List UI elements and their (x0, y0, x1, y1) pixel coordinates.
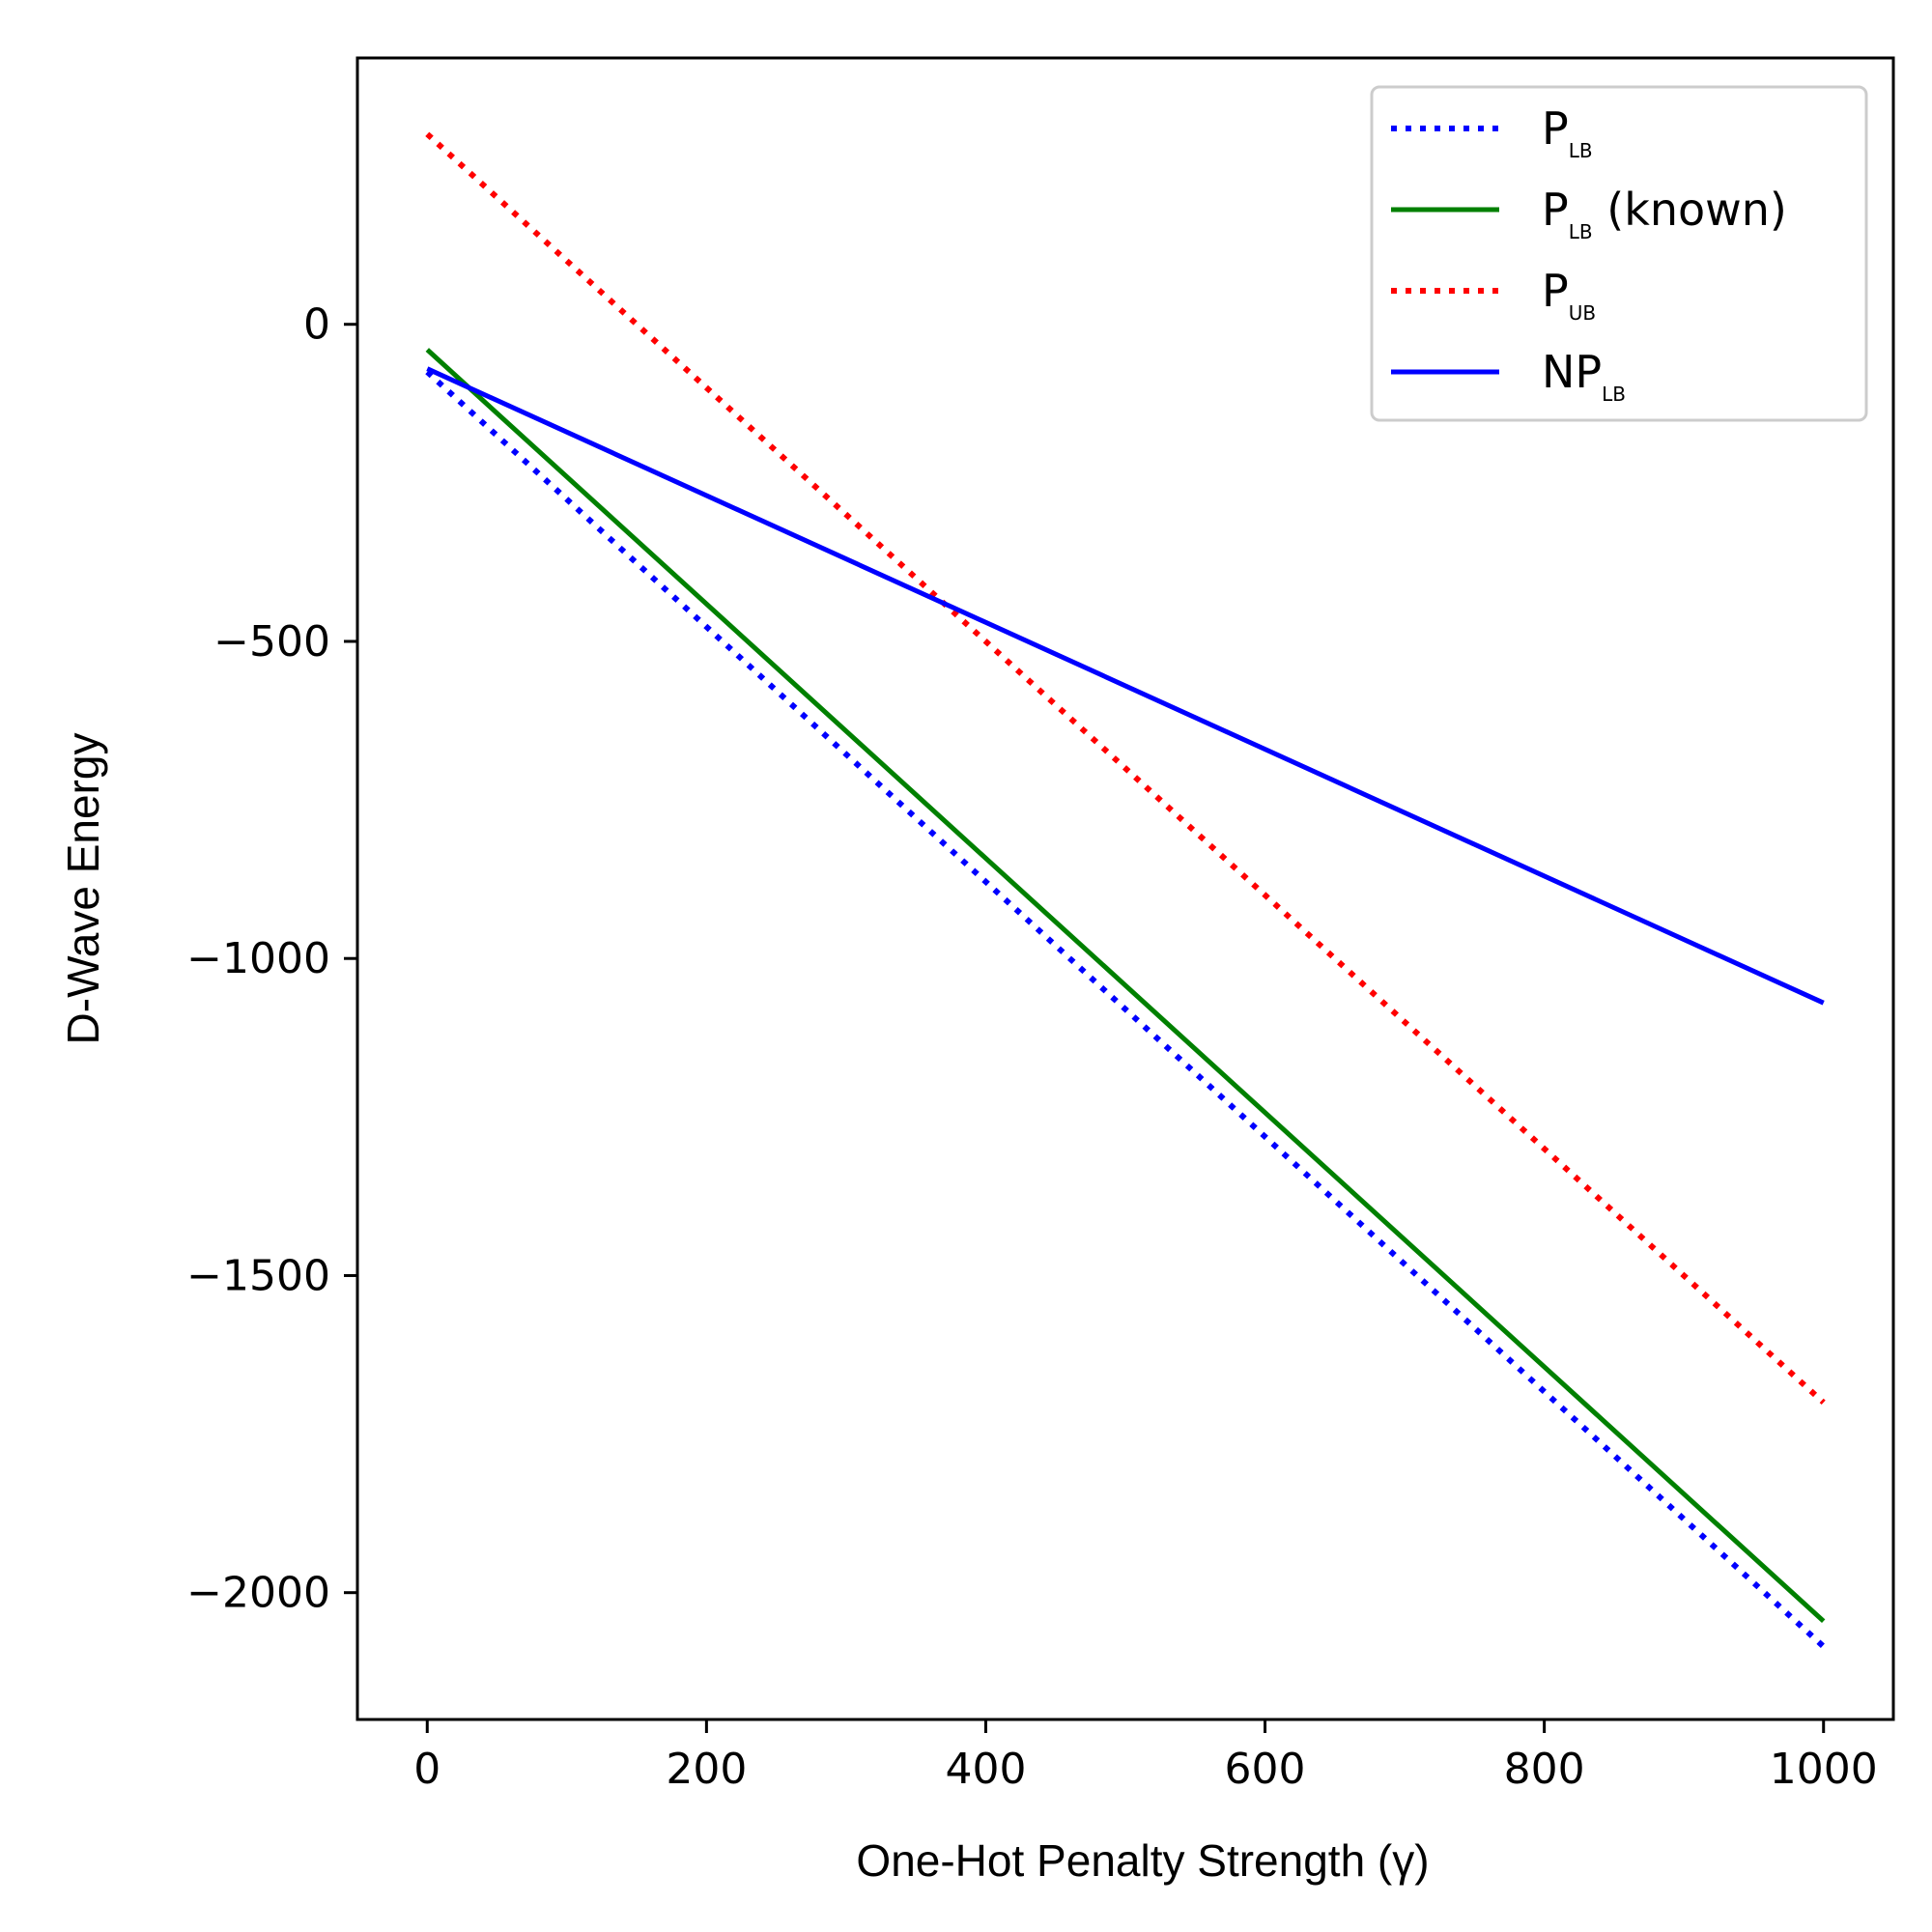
x-tick-label: 400 (945, 1745, 1026, 1794)
x-tick-label: 1000 (1770, 1745, 1878, 1794)
y-axis-ticks: 0 −500 −1000 −1500 −2000 (186, 300, 357, 1618)
legend-label-3: NPLB (1542, 346, 1626, 406)
series-line-0 (425, 369, 1826, 1649)
legend-label-0: PLB (1542, 102, 1593, 162)
legend-frame (1370, 85, 1868, 422)
x-tick-label: 200 (666, 1745, 747, 1794)
x-tick-label: 0 (413, 1745, 440, 1794)
legend-label-2: PUB (1542, 265, 1596, 325)
series-line-1 (425, 348, 1826, 1624)
x-axis-ticks: 0 200 400 600 800 1000 (413, 1719, 1878, 1794)
series-line-2 (425, 131, 1826, 1406)
y-axis-label: D-Wave Energy (58, 733, 108, 1045)
y-tick-label: 0 (303, 300, 330, 350)
plot-frame (355, 56, 1895, 1721)
x-axis-label: One-Hot Penalty Strength (γ) (856, 1835, 1429, 1886)
y-tick-label: −2000 (186, 1569, 330, 1618)
y-tick-label: −1500 (186, 1251, 330, 1300)
y-tick-label: −1000 (186, 934, 330, 983)
x-tick-label: 600 (1225, 1745, 1306, 1794)
legend-label-1: PLB (known) (1542, 184, 1787, 243)
x-tick-label: 800 (1504, 1745, 1585, 1794)
legend: PLB PLB (known) PUB NPLB (1370, 85, 1868, 422)
series-layer (425, 131, 1826, 1649)
y-tick-label: −500 (213, 617, 330, 667)
series-line-3 (426, 366, 1825, 1006)
